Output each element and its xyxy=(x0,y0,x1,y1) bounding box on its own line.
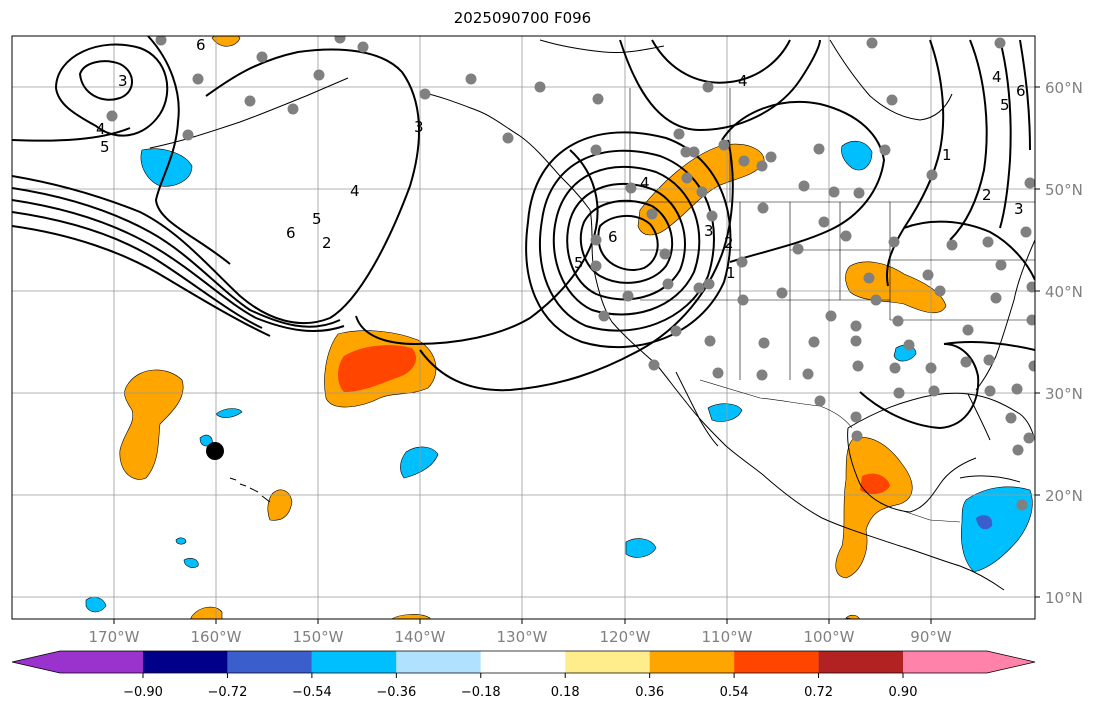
latitude-label: 30°N xyxy=(1045,385,1083,403)
contour-label: 3 xyxy=(1014,200,1024,218)
longitude-label: 140°W xyxy=(395,628,446,646)
longitude-label: 90°W xyxy=(910,628,952,646)
contour-labels: 3 4 5 6 2 4 5 6 3 4 5 6 3 2 1 4 1 2 3 4 … xyxy=(96,36,1026,282)
longitude-label: 130°W xyxy=(497,628,548,646)
contour-label: 1 xyxy=(942,146,952,164)
contour-label: 2 xyxy=(322,234,332,252)
blue-region xyxy=(841,140,873,171)
blue-region xyxy=(183,558,199,568)
contour-label: 6 xyxy=(608,228,618,246)
contour-label: 6 xyxy=(286,224,296,242)
red-region xyxy=(338,345,417,392)
colorbar-segment xyxy=(311,651,397,673)
colorbar-segment xyxy=(12,651,143,673)
colorbar-outline xyxy=(11,650,1036,674)
borders xyxy=(596,88,1035,523)
latitude-label: 50°N xyxy=(1045,181,1083,199)
colorbar-tick-label: −0.18 xyxy=(461,685,501,700)
orange-region xyxy=(211,36,241,47)
colorbar-tick-label: 0.90 xyxy=(889,685,918,700)
longitude-label: 170°W xyxy=(89,628,140,646)
blue-region xyxy=(175,537,187,545)
colorbar-segment xyxy=(818,651,903,673)
colorbar-segment xyxy=(143,651,228,673)
contour-lines xyxy=(12,36,1035,430)
contour-label: 4 xyxy=(96,120,106,138)
longitude-label: 120°W xyxy=(600,628,651,646)
colorbar-segment xyxy=(227,651,312,673)
colorbar: −0.90 −0.72 −0.54 −0.36 −0.18 0.18 0.36 0.54 0.7… xyxy=(11,650,1036,700)
contour-label: 3 xyxy=(118,72,128,90)
contour-label: 6 xyxy=(1016,82,1026,100)
map-background xyxy=(12,36,1035,619)
contour-label: 5 xyxy=(312,210,322,228)
contour-label: 6 xyxy=(196,36,206,54)
contour-label: 4 xyxy=(350,182,360,200)
contour-label: 2 xyxy=(982,186,992,204)
contour-label: 5 xyxy=(100,138,110,156)
colorbar-tick-label: 0.54 xyxy=(720,685,749,700)
contour-label: 1 xyxy=(726,264,736,282)
blue-region xyxy=(961,486,1033,573)
longitude-label: 160°W xyxy=(191,628,242,646)
orange-region xyxy=(845,614,860,619)
station-markers xyxy=(106,36,1035,511)
map-frame xyxy=(11,35,1036,620)
colorbar-segment xyxy=(649,651,735,673)
latitude-label: 10°N xyxy=(1045,589,1083,607)
longitude-axis: 170°W 160°W 150°W 140°W 130°W 120°W 110°… xyxy=(89,619,952,646)
contour-label: 5 xyxy=(574,254,584,272)
contour-label: 4 xyxy=(640,174,650,192)
red-region xyxy=(860,473,890,495)
colorbar-segment xyxy=(903,651,1035,673)
contour-label: 2 xyxy=(724,234,734,252)
latitude-axis: 60°N 50°N 40°N 30°N 20°N 10°N xyxy=(1035,79,1083,607)
longitude-label: 150°W xyxy=(293,628,344,646)
blue-region xyxy=(215,408,243,418)
map-title: 2025090700 F096 xyxy=(453,9,592,27)
contour-label: 3 xyxy=(414,118,424,136)
colorbar-tick-label: −0.36 xyxy=(376,685,416,700)
latitude-label: 20°N xyxy=(1045,487,1083,505)
purple-blue-region xyxy=(976,515,993,530)
colorbar-tick-label: 0.18 xyxy=(551,685,580,700)
latitude-label: 40°N xyxy=(1045,283,1083,301)
colorbar-tick-label: −0.90 xyxy=(123,685,163,700)
colorbar-tick-label: −0.72 xyxy=(208,685,248,700)
colorbar-tick-label: −0.54 xyxy=(292,685,332,700)
orange-region xyxy=(391,614,431,619)
colorbar-segment xyxy=(396,651,481,673)
colorbar-tick-label: 0.36 xyxy=(635,685,664,700)
longitude-label: 110°W xyxy=(702,628,753,646)
blue-region xyxy=(625,538,657,558)
colorbar-segment xyxy=(734,651,819,673)
latitude-label: 60°N xyxy=(1045,79,1083,97)
colorbar-segment xyxy=(565,651,650,673)
contour-label: 4 xyxy=(738,72,748,90)
longitude-label: 100°W xyxy=(804,628,855,646)
colorbar-tick-label: 0.72 xyxy=(804,685,833,700)
blue-region xyxy=(400,446,439,479)
highlighted-station-marker xyxy=(206,442,224,460)
contour-label: 4 xyxy=(992,68,1002,86)
blue-region xyxy=(707,403,743,422)
orange-region xyxy=(119,369,184,480)
colorbar-segment xyxy=(480,651,566,673)
contour-label: 5 xyxy=(1000,96,1010,114)
orange-region xyxy=(267,489,293,521)
contour-label: 3 xyxy=(704,222,714,240)
